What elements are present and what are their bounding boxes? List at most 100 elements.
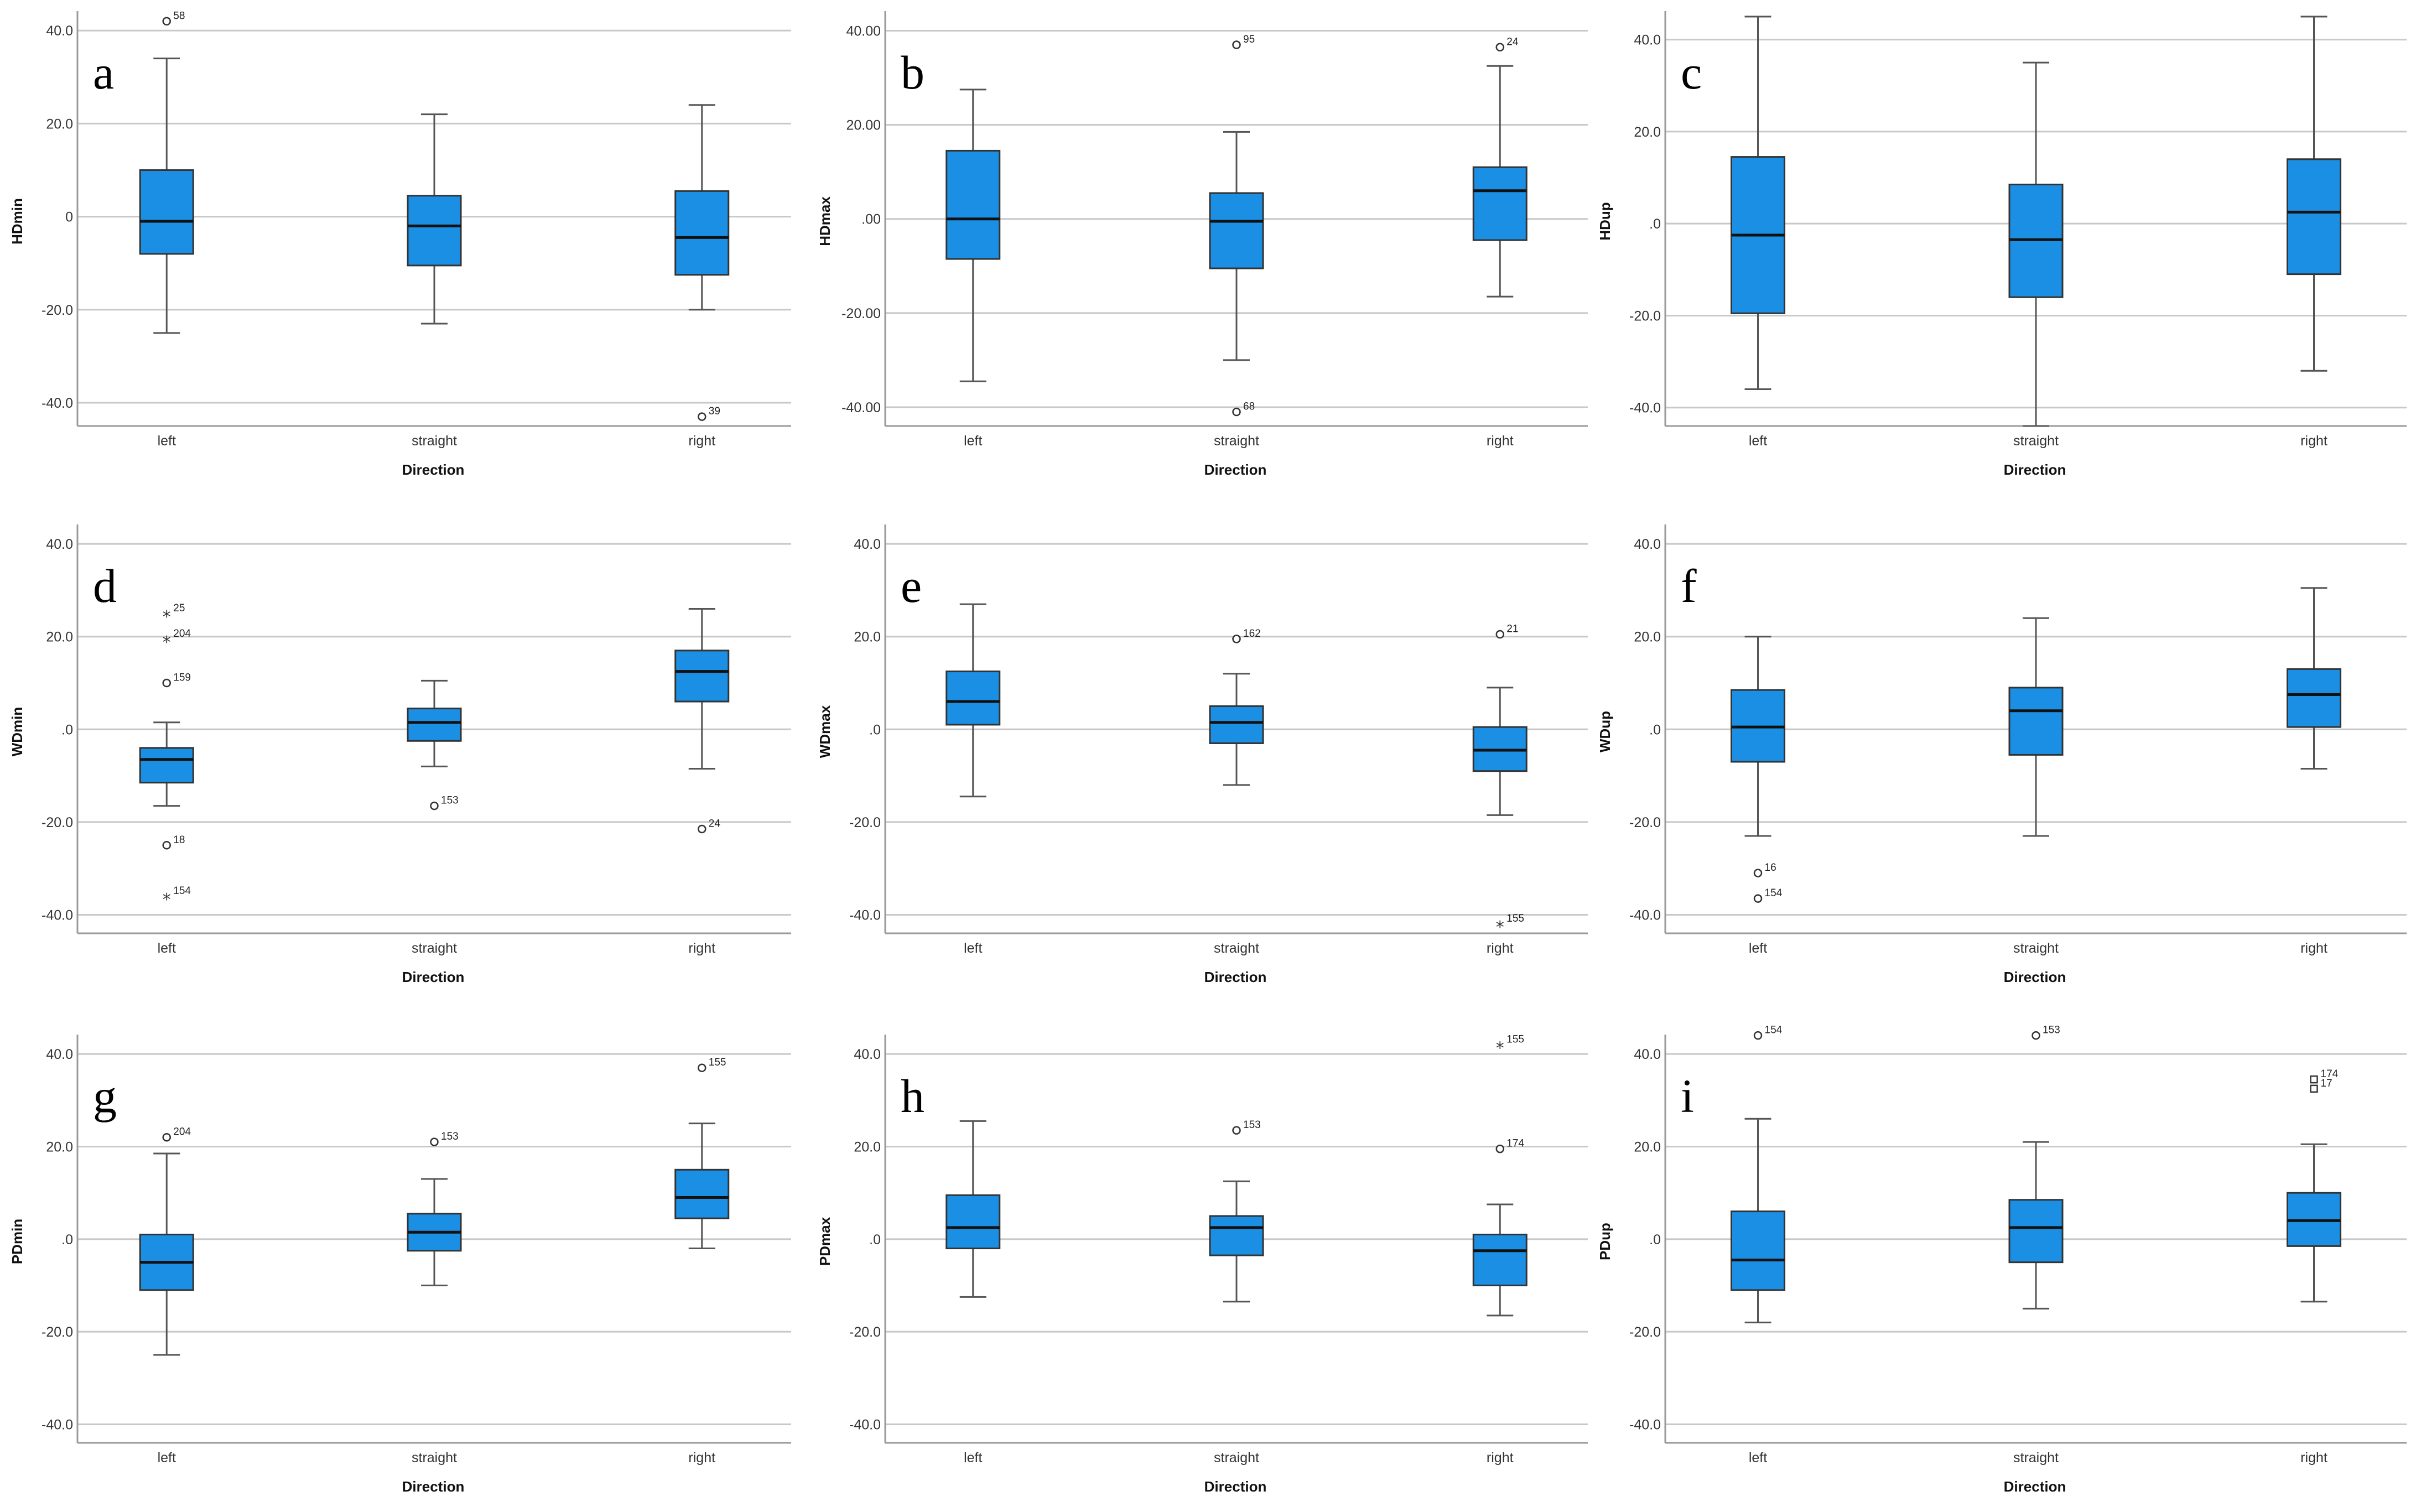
y-tick-label: 40.0 (46, 1047, 73, 1062)
y-axis-title: WDup (1597, 711, 1613, 752)
y-tick-label: .0 (61, 722, 73, 737)
panel-letter: e (901, 559, 922, 612)
panel-d: 40.0 20.0 .0 -20.0 -40.0 d WDmin left straight ri… (9, 524, 791, 985)
x-axis-title: Direction (2004, 1478, 2066, 1495)
outlier-label: 153 (441, 1131, 459, 1142)
y-tick-label: -20.0 (1629, 815, 1661, 830)
x-tick-label: left (964, 941, 982, 956)
box-left (945, 89, 1001, 382)
y-tick-label: 20.0 (46, 1139, 73, 1155)
iqr-box (2287, 158, 2341, 276)
box-right (2287, 587, 2341, 770)
x-axis-title: Direction (1204, 969, 1267, 985)
y-tick-label: .0 (869, 722, 881, 737)
panel-f: 40.0 20.0 .0 -20.0 -40.0 f WDup left straight rig… (1597, 524, 2407, 985)
x-tick-label: left (158, 433, 176, 449)
y-tick-label: 20.0 (854, 1139, 881, 1155)
outlier-label: 174 (2321, 1068, 2339, 1080)
y-tick-label: 20.0 (1634, 124, 1661, 140)
panel-letter: b (901, 46, 924, 99)
y-tick-label: -20.0 (849, 1324, 881, 1340)
box-straight (2008, 1141, 2064, 1310)
outlier-label: 162 (1243, 628, 1261, 640)
x-tick-label: straight (2013, 1450, 2059, 1466)
y-tick-label: -20.0 (849, 815, 881, 830)
box-right (674, 1123, 730, 1250)
box-right (674, 607, 730, 770)
x-tick-label: right (2300, 433, 2328, 449)
x-tick-label: straight (1214, 1450, 1259, 1466)
y-axis-title: PDup (1597, 1223, 1613, 1260)
x-tick-label: right (1487, 941, 1514, 956)
iqr-box (1731, 1210, 1785, 1291)
x-tick-label: straight (412, 941, 457, 956)
outlier-marker (1232, 407, 1241, 417)
x-tick-label: left (964, 1450, 982, 1466)
outlier-marker (698, 824, 706, 834)
extreme-outlier-marker: * (163, 607, 171, 627)
y-tick-label: 40.00 (846, 24, 881, 39)
panel-letter: i (1681, 1069, 1694, 1123)
panel-letter: d (93, 559, 117, 612)
y-axis-title: HDup (1597, 202, 1613, 240)
box-right (2287, 1143, 2341, 1303)
iqr-box (1472, 166, 1528, 241)
y-tick-label: -40.0 (41, 907, 73, 923)
iqr-box (407, 708, 462, 742)
outlier-marker (698, 1063, 706, 1072)
outlier-marker (1232, 40, 1241, 49)
iqr-box (139, 169, 194, 255)
y-axis-title: WDmax (817, 705, 833, 758)
y-axis-title: HDmax (817, 196, 833, 246)
y-tick-label: 20.0 (1634, 630, 1661, 645)
outlier-marker (698, 412, 706, 421)
outlier-label: 153 (441, 795, 459, 807)
iqr-box (1472, 1233, 1528, 1286)
x-tick-label: right (688, 433, 715, 449)
x-axis-title: Direction (2004, 461, 2066, 478)
outlier-marker (162, 1132, 171, 1142)
x-tick-label: straight (412, 433, 457, 449)
box-right (1472, 1203, 1528, 1317)
panel-a: 40.0 20.0 0 -20.0 -40.0 a HDmin left straight rig… (9, 10, 791, 478)
outlier-marker (162, 17, 171, 26)
x-tick-label: straight (2013, 941, 2059, 956)
panel-i: 40.0 20.0 .0 -20.0 -40.0 i PDup left straight rig… (1597, 1025, 2407, 1495)
outlier-label: 154 (1765, 887, 1783, 899)
outlier-marker (2310, 1075, 2318, 1084)
iqr-box (1209, 192, 1264, 269)
y-tick-label: .0 (1649, 1232, 1661, 1248)
box-straight (407, 679, 462, 767)
x-tick-label: right (2300, 941, 2328, 956)
y-tick-label: .0 (61, 1232, 73, 1248)
y-tick-label: 40.0 (1634, 537, 1661, 552)
panel-c: 40.0 20.0 .0 -20.0 -40.0 c HDup left straight rig… (1597, 11, 2407, 478)
y-tick-label: -40.0 (849, 1417, 881, 1433)
iqr-box (139, 747, 194, 784)
box-straight (1209, 1180, 1264, 1303)
outlier-marker (2310, 1084, 2318, 1093)
panel-letter: g (93, 1069, 117, 1123)
box-right (1472, 65, 1528, 298)
outlier-label: 18 (173, 834, 185, 846)
x-tick-label: left (1749, 1450, 1767, 1466)
y-axis-title: WDmin (9, 707, 25, 757)
outlier-label: 68 (1243, 401, 1255, 412)
outlier-label: 25 (173, 602, 185, 614)
y-tick-label: 20.0 (46, 630, 73, 645)
outlier-marker (1495, 630, 1504, 639)
panel-e: 40.0 20.0 .0 -20.0 -40.0 e WDmax left straight ri… (817, 524, 1588, 985)
outlier-label: 155 (1506, 1033, 1524, 1045)
box-left (945, 1120, 1001, 1298)
box-left (1731, 1118, 1785, 1323)
box-right (2287, 15, 2341, 372)
x-tick-label: straight (412, 1450, 457, 1466)
extreme-outlier-marker: * (163, 633, 171, 652)
iqr-box (674, 190, 730, 276)
x-tick-label: left (158, 1450, 176, 1466)
x-tick-label: right (2300, 1450, 2328, 1466)
outlier-label: 155 (1506, 913, 1524, 924)
iqr-box (1209, 1215, 1264, 1256)
y-tick-label: -20.0 (41, 815, 73, 830)
